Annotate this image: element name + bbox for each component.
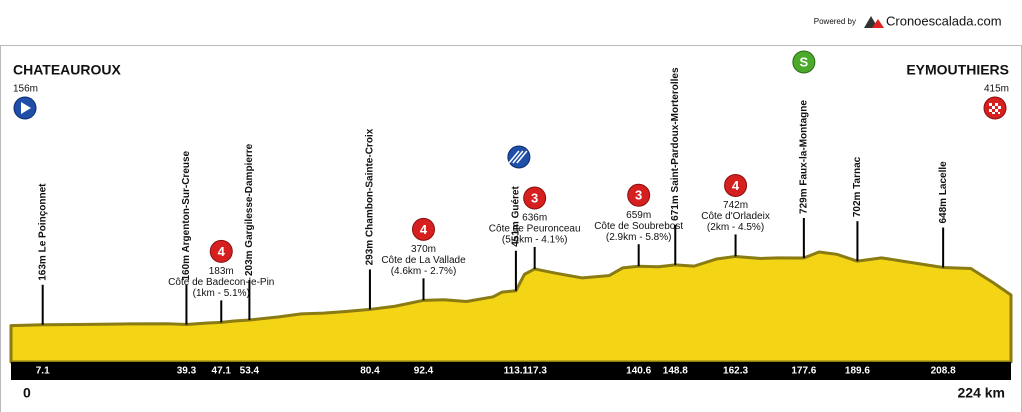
- sprint-icon-text: S: [800, 54, 809, 69]
- climb-name: Côte de Soubrebost: [594, 221, 683, 232]
- climb-detail: (2.9km - 5.8%): [606, 232, 672, 243]
- km-label: 92.4: [414, 366, 434, 377]
- climb-icon: [724, 173, 748, 197]
- km-label: 148.8: [663, 366, 688, 377]
- climb-name: Côte d'Orladeix: [701, 211, 770, 222]
- climb-category: 3: [531, 190, 538, 205]
- start-icon: [13, 96, 37, 120]
- point-label: 671m Saint-Pardoux-Morterolles: [670, 67, 681, 221]
- climb-elevation: 742m: [723, 200, 748, 211]
- point-label: 293m Chambon-Sainte-Croix: [365, 128, 376, 265]
- climb-elevation: 659m: [626, 210, 651, 221]
- climb-elevation: 636m: [522, 213, 547, 224]
- km-label: 80.4: [360, 366, 380, 377]
- point-label: 163m Le Poinçonnet: [37, 183, 48, 281]
- km-label: 53.4: [240, 366, 260, 377]
- climb-detail: (5.4km - 4.1%): [502, 235, 568, 246]
- climb-category: 3: [635, 188, 642, 203]
- km-label: 208.8: [931, 366, 956, 377]
- powered-by: Powered by: [814, 17, 856, 26]
- km-label: 113.1: [504, 366, 529, 377]
- km-label: 189.6: [845, 366, 870, 377]
- point-label: 729m Faux-la-Montagne: [798, 100, 809, 214]
- climb-detail: (1km - 5.1%): [193, 288, 250, 299]
- climb-elevation: 183m: [209, 266, 234, 277]
- climb-icon: [412, 217, 435, 241]
- point-label: 702m Tarnac: [852, 156, 863, 217]
- km-label: 162.3: [723, 366, 748, 377]
- point-label: 203m Gargilesse-Dampierre: [244, 143, 255, 276]
- brand: Cronoescalada.com: [886, 13, 1002, 28]
- feed-icon: [507, 145, 531, 169]
- km-label: 177.6: [791, 366, 816, 377]
- climb-icon: [209, 239, 233, 263]
- climb-name: Côte de Peuronceau: [489, 224, 581, 235]
- climb-category: 4: [732, 178, 740, 193]
- climb-name: Côte de La Vallade: [381, 255, 466, 266]
- climb-category: 4: [218, 244, 226, 259]
- start-elevation: 156m: [13, 84, 38, 95]
- climb-elevation: 370m: [411, 244, 436, 255]
- km-label: 39.3: [177, 366, 197, 377]
- climb-name: Côte de Badecon-le-Pin: [168, 277, 274, 288]
- km-label: 140.6: [626, 366, 651, 377]
- finish-icon: [983, 96, 1007, 120]
- climb-detail: (4.6km - 2.7%): [391, 266, 457, 277]
- climb-icon: [523, 186, 547, 210]
- feed-circle: [507, 145, 531, 169]
- point-label: 160m Argenton-Sur-Creuse: [181, 150, 192, 280]
- km-label: 7.1: [36, 366, 50, 377]
- climb-category: 4: [420, 222, 428, 237]
- finish-elevation: 415m: [984, 84, 1009, 95]
- km-label: 117.3: [522, 366, 547, 377]
- start-name: CHATEAUROUX: [13, 62, 122, 78]
- feed-stripe: [516, 150, 528, 164]
- distance-start: 0: [23, 385, 31, 401]
- point-label: 648m Lacelle: [938, 161, 949, 224]
- feed-stripe: [508, 150, 520, 164]
- km-label: 47.1: [212, 366, 232, 377]
- brand-logo: [864, 16, 884, 28]
- km-band: [11, 362, 1011, 380]
- climb-icon: [627, 183, 651, 207]
- point-label: 451m Guéret: [511, 186, 522, 247]
- distance-end: 224 km: [958, 385, 1005, 401]
- sprint-icon: [792, 50, 816, 74]
- feed-stripe: [512, 150, 524, 164]
- climb-detail: (2km - 4.5%): [707, 222, 764, 233]
- finish-name: EYMOUTHIERS: [906, 62, 1009, 78]
